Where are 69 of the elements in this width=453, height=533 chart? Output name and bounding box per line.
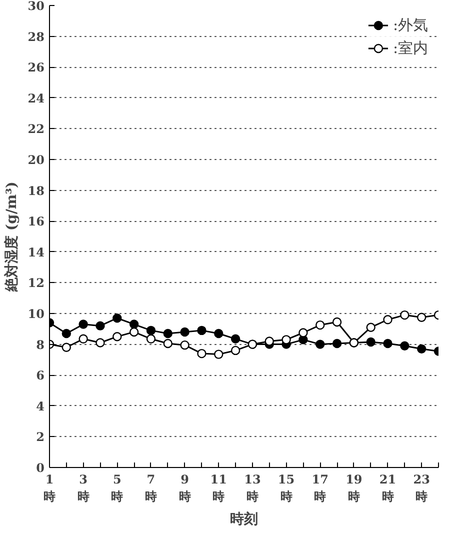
- point: [383, 315, 392, 324]
- point: [316, 320, 325, 330]
- point: [197, 326, 206, 336]
- x-tick-label: 23 時: [413, 472, 430, 504]
- x-tick-label: 1 時: [44, 472, 56, 504]
- x-tick-label: 7 時: [144, 472, 157, 504]
- point: [416, 344, 426, 354]
- point: [400, 310, 410, 320]
- point: [264, 336, 274, 346]
- point: [78, 320, 88, 329]
- point: [96, 338, 105, 348]
- point: [163, 338, 172, 348]
- y-tick-label: 4: [36, 399, 45, 414]
- point: [282, 335, 291, 344]
- x-axis-title: 時刻: [230, 510, 258, 528]
- y-tick-label: 6: [36, 368, 45, 383]
- x-tick-label: 13 時: [244, 472, 261, 504]
- y-tick-label: 8: [36, 338, 45, 352]
- y-tick-label: 22: [28, 122, 45, 136]
- point: [332, 317, 342, 327]
- y-tick-label: 20: [28, 153, 45, 167]
- y-tick-label: 26: [28, 60, 45, 75]
- x-tick-label: 5 時: [111, 472, 124, 504]
- x-tick-label: 3 時: [77, 472, 90, 504]
- y-tick-label: 16: [28, 214, 45, 229]
- y-tick-label: 14: [28, 245, 45, 260]
- point: [96, 321, 105, 330]
- point: [383, 338, 392, 348]
- point: [78, 334, 88, 344]
- point: [129, 327, 139, 337]
- x-tick-label: 15 時: [278, 472, 295, 504]
- point: [366, 337, 376, 347]
- point: [180, 340, 190, 350]
- point: [332, 338, 342, 348]
- y-tick-label: 18: [28, 184, 45, 198]
- y-tick-label: 30: [28, 0, 45, 13]
- point: [230, 346, 240, 356]
- point: [230, 334, 240, 344]
- x-tick-label: 19 時: [346, 472, 362, 504]
- y-tick-label: 24: [28, 91, 45, 106]
- y-tick-label: 12: [28, 276, 45, 290]
- legend-label: :室内: [392, 38, 428, 58]
- point: [146, 326, 156, 336]
- point: [112, 332, 122, 342]
- point: [62, 328, 72, 338]
- x-tick-label: 11 時: [210, 472, 227, 504]
- point: [62, 342, 72, 352]
- point: [298, 328, 308, 338]
- point: [146, 334, 156, 344]
- point: [366, 322, 376, 332]
- x-tick-label: 9 時: [178, 472, 191, 504]
- point: [416, 312, 426, 322]
- point: [163, 328, 172, 338]
- x-tick-label: 21 時: [379, 472, 396, 504]
- point: [316, 340, 325, 349]
- y-tick-label: 2: [36, 430, 45, 444]
- y-tick-label: 0: [36, 461, 45, 475]
- y-tick-label: 28: [28, 30, 45, 44]
- point: [180, 327, 190, 337]
- point: [112, 314, 122, 323]
- point: [197, 348, 206, 358]
- point: [214, 328, 224, 338]
- point: [400, 341, 410, 350]
- x-tick-label: 17 時: [312, 472, 328, 504]
- y-axis-title: 絶対湿度 (g/m³): [2, 182, 20, 292]
- legend-label: :外気: [392, 16, 428, 34]
- y-tick-label: 10: [28, 307, 45, 321]
- point: [214, 350, 224, 359]
- point: [129, 320, 139, 329]
